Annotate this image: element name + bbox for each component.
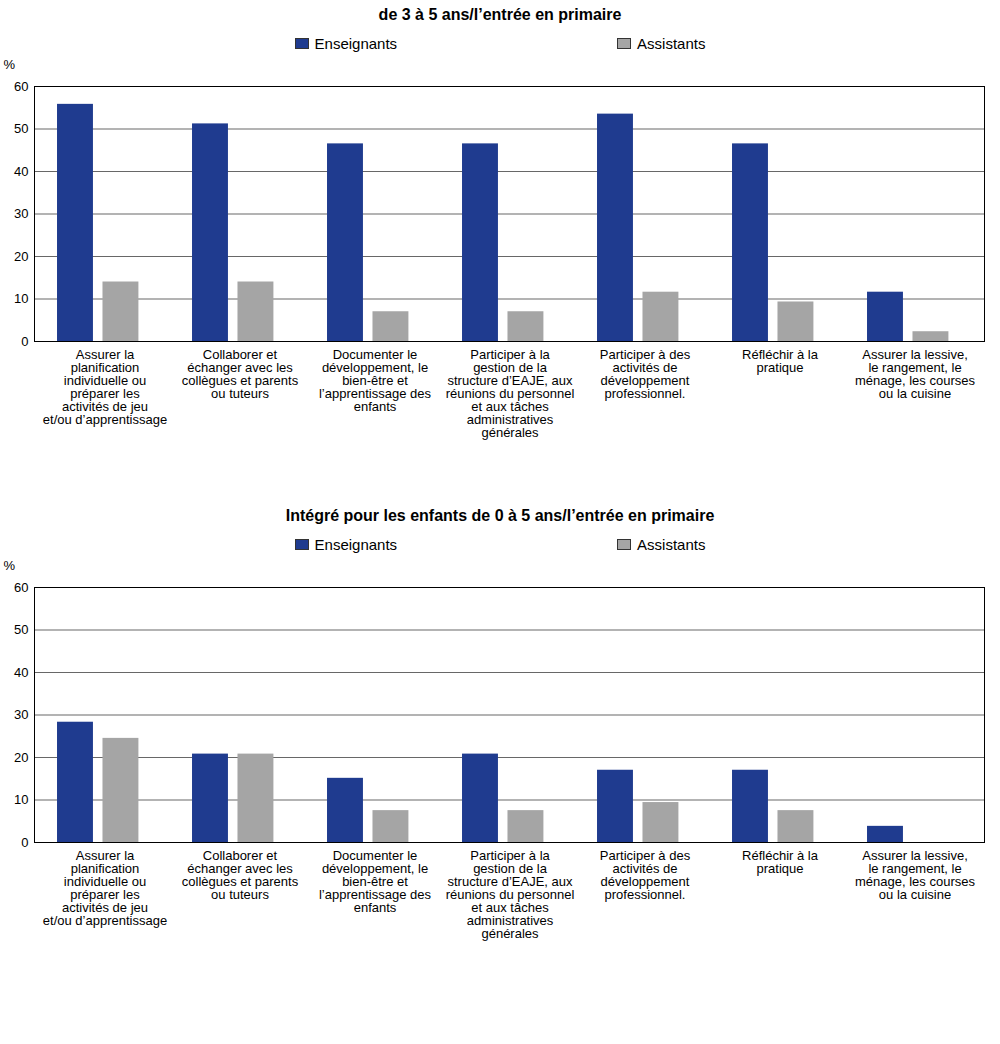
svg-text:0: 0: [21, 334, 28, 349]
html-text:de 3 à 5 ans/l’entrée en prima: de 3 à 5 ans/l’entrée en primaire: [378, 6, 622, 23]
html-text:Assistants: Assistants: [637, 34, 706, 52]
svg-text:20: 20: [14, 249, 28, 264]
svg-text:Participer à lagestion de last: Participer à lagestion de lastructure d’…: [446, 347, 575, 440]
svg-text:Participer à desactivités dedé: Participer à desactivités dedéveloppemen…: [600, 848, 691, 902]
svg-text:Assurer laplanificationindivid: Assurer laplanificationindividuelle oupr…: [43, 848, 167, 928]
svg-text:40: 40: [14, 665, 28, 680]
svg-text:20: 20: [14, 750, 28, 765]
svg-text:Assurer laplanificationindivid: Assurer laplanificationindividuelle oupr…: [43, 347, 167, 427]
svg-text:Assurer la lessive,le rangemen: Assurer la lessive,le rangement, leménag…: [855, 848, 975, 902]
svg-text:60: 60: [14, 580, 28, 595]
html-text:Intégré pour les enfants de 0: Intégré pour les enfants de 0 à 5 ans/l’…: [285, 507, 715, 524]
svg-text:10: 10: [14, 792, 28, 807]
html-text:Assistants: Assistants: [637, 535, 706, 553]
svg-text:30: 30: [14, 206, 28, 221]
svg-text:Collaborer etéchanger avec les: Collaborer etéchanger avec lescollègues …: [182, 347, 299, 401]
svg-text:Documenter ledéveloppement, le: Documenter ledéveloppement, lebien-être …: [319, 848, 432, 915]
svg-text:0: 0: [21, 835, 28, 850]
svg-text:30: 30: [14, 707, 28, 722]
svg-text:%: %: [4, 558, 16, 573]
svg-text:Participer à desactivités dedé: Participer à desactivités dedéveloppemen…: [600, 347, 691, 401]
svg-text:Participer à lagestion de last: Participer à lagestion de lastructure d’…: [446, 848, 575, 941]
svg-text:10: 10: [14, 291, 28, 306]
svg-text:50: 50: [14, 121, 28, 136]
svg-text:60: 60: [14, 79, 28, 94]
svg-text:40: 40: [14, 164, 28, 179]
svg-text:50: 50: [14, 622, 28, 637]
svg-text:Collaborer etéchanger avec les: Collaborer etéchanger avec lescollègues …: [182, 848, 299, 902]
html-text:Enseignants: Enseignants: [314, 535, 398, 553]
html-text:Enseignants: Enseignants: [314, 34, 398, 52]
svg-text:Réfléchir à lapratique: Réfléchir à lapratique: [742, 848, 819, 876]
svg-text:Documenter ledéveloppement, le: Documenter ledéveloppement, lebien-être …: [319, 347, 432, 414]
svg-text:Réfléchir à lapratique: Réfléchir à lapratique: [742, 347, 819, 375]
svg-text:%: %: [4, 57, 16, 72]
svg-text:Assurer la lessive,le rangemen: Assurer la lessive,le rangement, leménag…: [855, 347, 975, 401]
